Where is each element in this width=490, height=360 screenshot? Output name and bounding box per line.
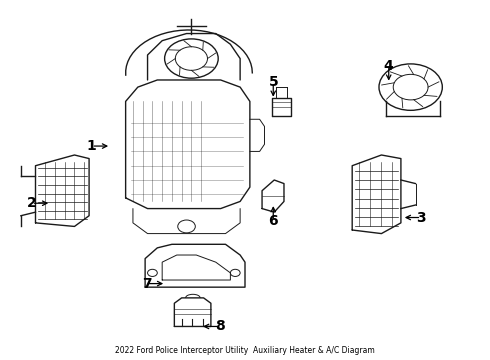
Text: 2: 2: [27, 196, 36, 210]
Text: 2022 Ford Police Interceptor Utility  Auxiliary Heater & A/C Diagram: 2022 Ford Police Interceptor Utility Aux…: [115, 346, 375, 355]
Text: 5: 5: [269, 75, 278, 89]
Text: 3: 3: [416, 211, 426, 225]
Text: 7: 7: [142, 276, 151, 291]
Text: 4: 4: [384, 59, 393, 73]
Text: 1: 1: [87, 139, 97, 153]
Text: 8: 8: [215, 319, 224, 333]
Text: 6: 6: [269, 214, 278, 228]
